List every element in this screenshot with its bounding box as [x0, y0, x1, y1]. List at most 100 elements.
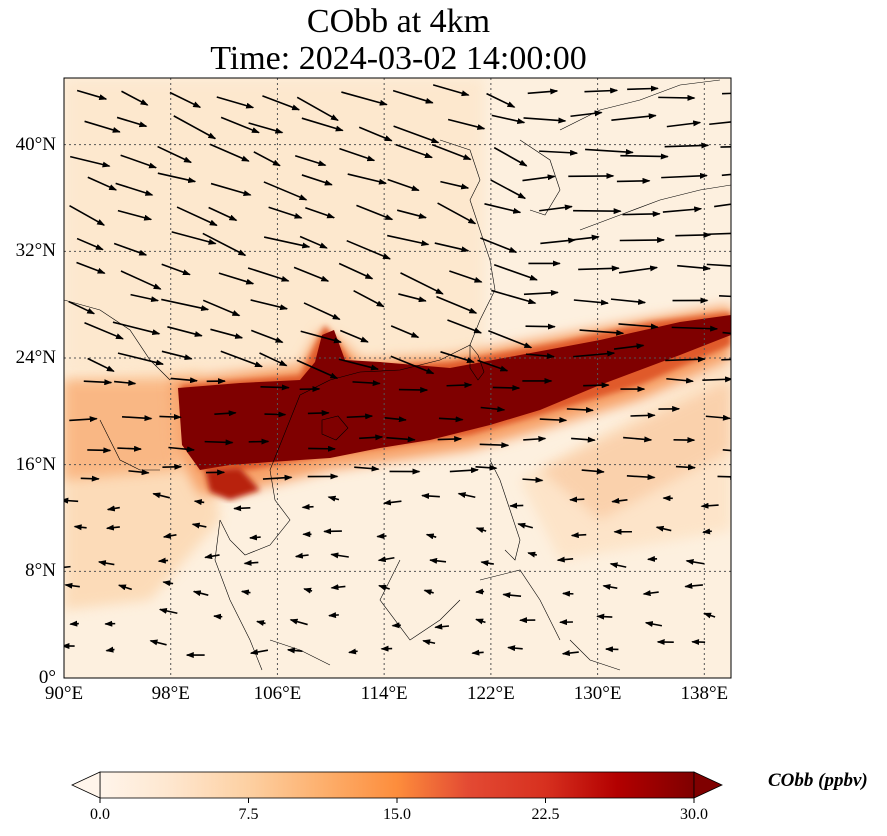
wind-arrow [299, 235, 328, 249]
wind-arrow [120, 154, 157, 169]
wind-arrow [105, 646, 115, 653]
wind-arrow [425, 533, 437, 540]
wind-arrow [76, 89, 108, 100]
lon-tick-label: 138°E [680, 683, 729, 704]
wind-arrow [602, 583, 618, 590]
wind-arrow [353, 289, 385, 308]
wind-arrow [700, 502, 719, 509]
wind-arrow [493, 146, 528, 167]
wind-arrow [83, 379, 113, 386]
lon-tick-label: 122°E [467, 683, 515, 704]
wind-arrow [447, 118, 486, 130]
wind-arrow [169, 91, 202, 109]
wind-arrow [581, 468, 605, 475]
wind-arrow [570, 532, 587, 539]
wind-arrow [570, 110, 603, 118]
wind-arrow [646, 555, 658, 562]
wind-arrow [293, 266, 330, 282]
wind-arrow [623, 436, 653, 443]
wind-arrow [303, 302, 341, 321]
wind-arrow [69, 155, 111, 168]
wind-arrow [665, 356, 706, 363]
wind-arrow [122, 415, 153, 422]
wind-arrow [115, 182, 154, 196]
wind-arrow [438, 416, 464, 423]
wind-arrow [294, 154, 327, 167]
wind-arrow [446, 382, 473, 389]
wind-arrow [491, 114, 526, 124]
wind-arrow [170, 377, 198, 384]
wind-arrow [327, 495, 340, 502]
wind-arrow [358, 126, 393, 142]
wind-arrow [264, 411, 287, 418]
wind-arrow [437, 202, 477, 225]
wind-arrow [263, 181, 308, 201]
wind-arrow [213, 613, 223, 620]
wind-arrow [644, 621, 663, 627]
wind-arrow [149, 639, 167, 646]
wind-arrow [440, 180, 470, 190]
wind-arrow [523, 435, 547, 442]
wind-arrow [619, 237, 666, 244]
wind-arrow [69, 204, 106, 226]
wind-arrow [376, 533, 387, 540]
wind-arrow [477, 359, 509, 372]
wind-arrow [721, 358, 731, 361]
wind-arrow [296, 359, 339, 380]
wind-arrow [218, 272, 255, 285]
wind-arrow [303, 587, 313, 594]
wind-arrow [611, 113, 657, 121]
wind-arrow [479, 442, 510, 449]
wind-arrow [192, 590, 209, 597]
colorbar-label: CObb (ppbv) [768, 770, 868, 791]
wind-arrow [204, 439, 234, 446]
wind-arrow [525, 353, 555, 360]
wind-arrow [80, 475, 100, 482]
wind-arrow [662, 206, 703, 213]
wind-arrow [618, 323, 659, 330]
wind-arrow [484, 203, 522, 214]
wind-arrow [305, 207, 336, 219]
wind-arrow [610, 298, 647, 305]
wind-arrow [116, 116, 148, 128]
wind-arrow [440, 351, 475, 364]
wind-arrow [480, 406, 506, 413]
wind-arrow [398, 386, 429, 393]
wind-arrow [330, 584, 346, 591]
wind-arrow [193, 499, 205, 506]
wind-arrow [675, 464, 696, 471]
wind-arrow [705, 414, 731, 421]
wind-arrow [162, 532, 177, 539]
wind-arrow [449, 270, 483, 283]
wind-arrow [240, 589, 251, 596]
wind-arrow [658, 94, 696, 101]
wind-arrow [539, 417, 568, 424]
wind-arrow [204, 553, 220, 560]
wind-arrow [247, 267, 290, 282]
wind-arrow [423, 589, 434, 596]
wind-arrow [490, 179, 527, 200]
wind-arrow [69, 620, 79, 627]
wind-arrow [233, 505, 251, 512]
wind-arrow [341, 91, 388, 106]
wind-arrow [377, 556, 395, 563]
wind-arrow [114, 379, 137, 386]
wind-arrow [248, 534, 261, 541]
wind-arrow [112, 321, 161, 335]
lat-tick-label: 8°N [25, 560, 56, 582]
wind-arrow [539, 149, 579, 156]
wind-arrow [260, 384, 290, 391]
wind-arrow [630, 412, 656, 419]
wind-arrow [584, 87, 619, 94]
wind-arrow [507, 645, 523, 652]
wind-arrow [130, 293, 160, 303]
wind-arrow [523, 117, 567, 124]
wind-arrow [390, 355, 435, 375]
wind-arrow [263, 236, 311, 249]
wind-arrow [210, 182, 252, 196]
wind-vectors [64, 84, 731, 659]
colorbar-tick-label: 15.0 [383, 806, 411, 823]
wind-arrow [161, 298, 210, 312]
wind-arrow [400, 272, 444, 295]
colorbar-tick-label: 30.0 [680, 806, 708, 823]
